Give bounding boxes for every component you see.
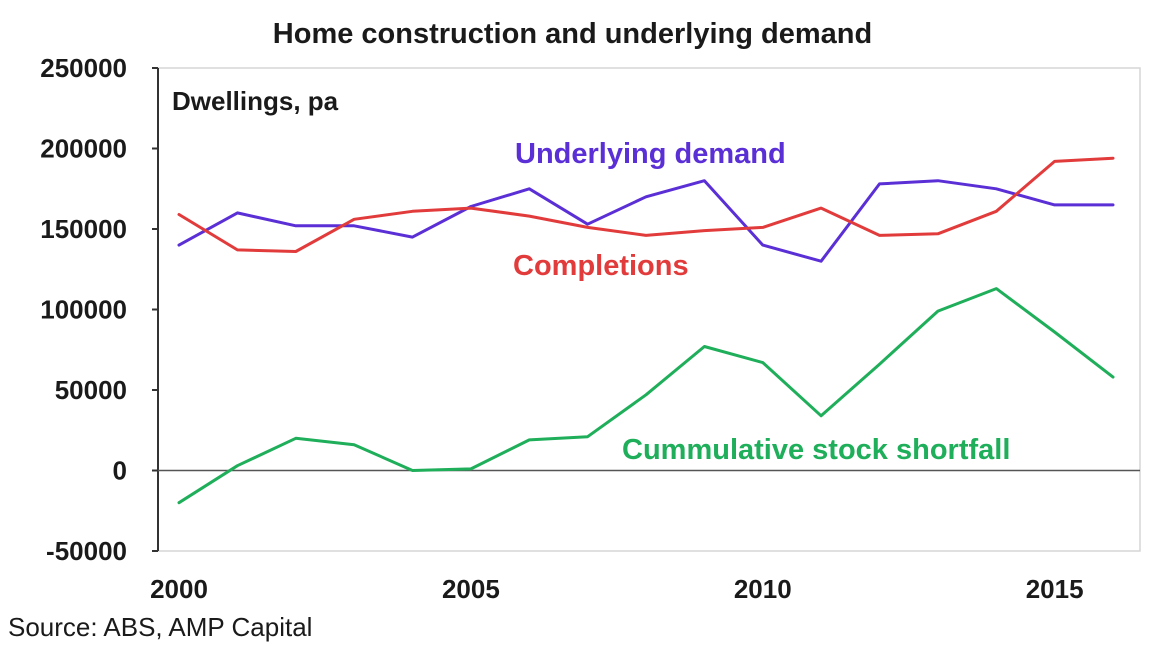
series-label-completions: Completions xyxy=(513,250,689,282)
series-line-2 xyxy=(177,287,1115,505)
y-tick-label: 0 xyxy=(113,456,127,486)
chart-title: Home construction and underlying demand xyxy=(272,18,873,50)
y-tick-label: -50000 xyxy=(46,536,127,566)
y-tick-label: 250000 xyxy=(40,53,127,83)
unit-label: Dwellings, pa xyxy=(172,86,339,116)
x-tick-label: 2005 xyxy=(442,574,500,604)
y-tick-label: 150000 xyxy=(40,214,127,244)
series-line-0 xyxy=(177,179,1115,263)
series-label-underlying-demand: Underlying demand xyxy=(515,138,786,170)
x-tick-label: 2015 xyxy=(1026,574,1084,604)
series-line-1 xyxy=(177,156,1115,253)
y-tick-label: 50000 xyxy=(55,375,127,405)
x-tick-label: 2000 xyxy=(150,574,208,604)
series-label-stock-shortfall: Cummulative stock shortfall xyxy=(622,434,1010,466)
x-tick-label: 2010 xyxy=(734,574,792,604)
y-tick-label: 200000 xyxy=(40,134,127,164)
y-tick-label: 100000 xyxy=(40,295,127,325)
source-note: Source: ABS, AMP Capital xyxy=(8,612,313,642)
